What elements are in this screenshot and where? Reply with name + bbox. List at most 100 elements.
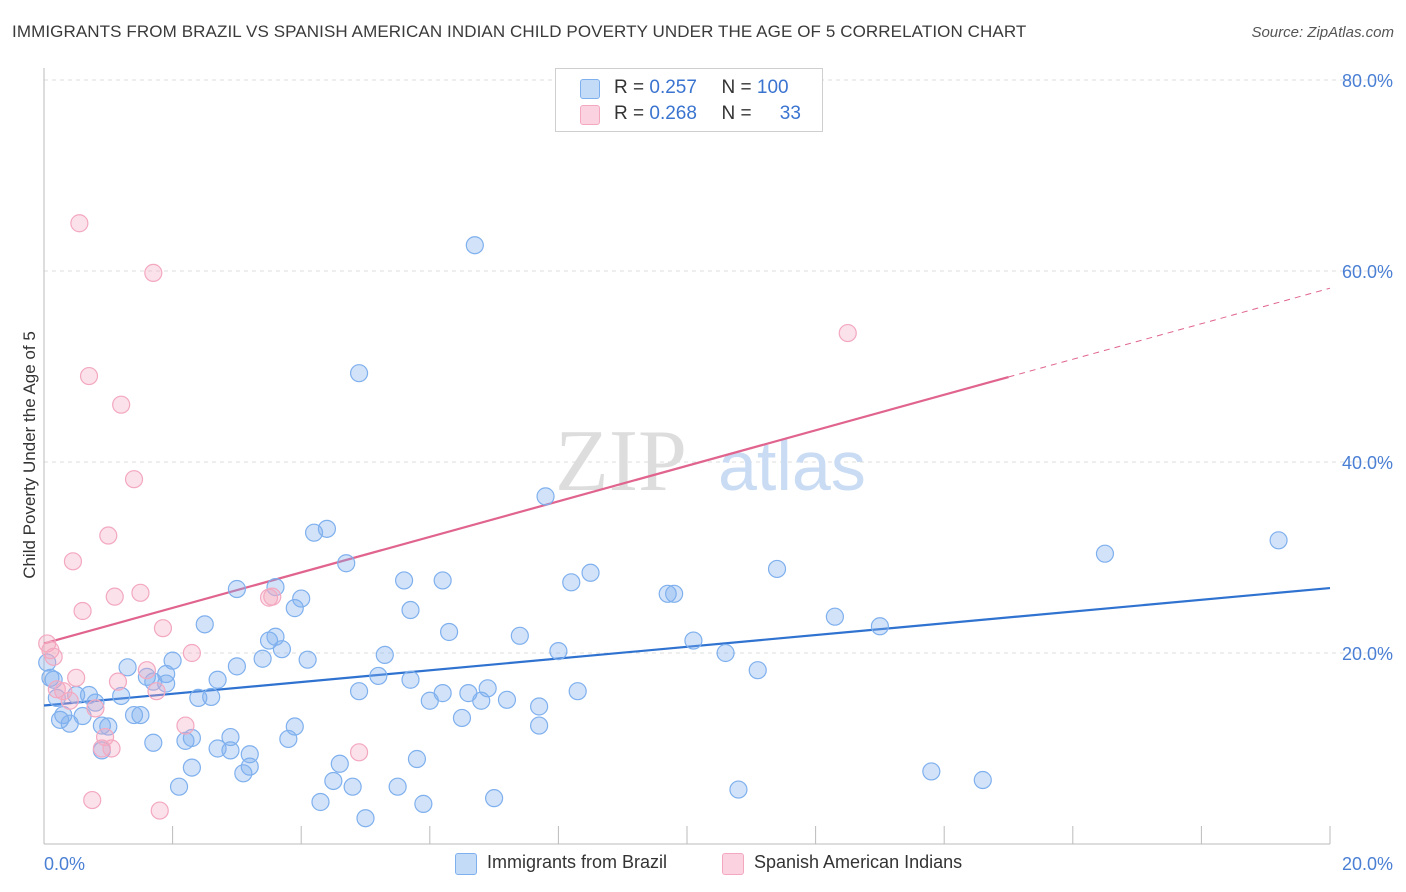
point-spanish-american-indians: [131, 583, 150, 602]
point-brazil: [330, 754, 349, 773]
point-brazil: [549, 641, 568, 661]
point-brazil: [221, 727, 240, 747]
data-points: [38, 214, 1288, 828]
point-brazil: [452, 708, 472, 728]
point-spanish-american-indians: [44, 647, 63, 666]
point-brazil: [433, 684, 452, 703]
point-brazil: [311, 792, 330, 812]
point-brazil: [684, 631, 703, 650]
point-spanish-american-indians: [105, 587, 124, 606]
point-spanish-american-indians: [73, 601, 92, 621]
point-spanish-american-indians: [63, 552, 83, 571]
point-brazil: [568, 682, 587, 701]
point-brazil: [536, 487, 555, 506]
point-brazil: [195, 615, 214, 634]
stats-n-label: N =: [721, 103, 752, 124]
y-tick-label: 40.0%: [1342, 453, 1393, 473]
point-brazil: [870, 617, 890, 636]
point-brazil: [99, 717, 118, 736]
point-spanish-american-indians: [137, 661, 156, 680]
point-spanish-american-indians: [79, 366, 99, 386]
point-brazil: [343, 777, 362, 796]
point-brazil: [716, 643, 735, 663]
point-brazil: [401, 670, 420, 689]
point-brazil: [202, 687, 221, 707]
trend-line-extension-1: [1008, 287, 1331, 378]
point-brazil: [144, 733, 163, 752]
point-brazil: [439, 622, 459, 642]
point-brazil: [298, 650, 317, 669]
point-brazil: [169, 777, 189, 796]
point-brazil: [234, 764, 253, 783]
point-brazil: [92, 716, 111, 735]
stats-r-label: R =: [614, 103, 645, 124]
point-brazil: [272, 640, 292, 659]
point-spanish-american-indians: [54, 682, 73, 701]
point-brazil: [221, 741, 240, 760]
point-brazil: [189, 688, 208, 707]
point-brazil: [292, 589, 311, 608]
point-brazil: [50, 710, 70, 729]
point-spanish-american-indians: [838, 323, 857, 343]
point-brazil: [767, 559, 787, 579]
point-brazil: [485, 789, 504, 808]
point-brazil: [317, 519, 337, 538]
point-brazil: [266, 578, 285, 597]
legend-swatch-spanish-american-indians: [722, 853, 744, 875]
point-spanish-american-indians: [182, 643, 201, 663]
point-brazil: [465, 236, 484, 255]
point-brazil: [157, 674, 176, 693]
point-brazil: [285, 599, 304, 618]
point-brazil: [433, 571, 452, 590]
point-spanish-american-indians: [47, 680, 66, 699]
gridlines: [44, 79, 1392, 654]
point-brazil: [369, 666, 388, 686]
point-brazil: [182, 758, 201, 777]
point-brazil: [748, 661, 767, 680]
stats-n-value: 33: [779, 103, 801, 124]
point-brazil: [118, 658, 137, 677]
source-label: Source: ZipAtlas.com: [1251, 24, 1394, 41]
point-spanish-american-indians: [60, 691, 79, 710]
point-brazil: [530, 697, 549, 716]
point-brazil: [375, 645, 394, 665]
point-spanish-american-indians: [108, 672, 128, 691]
point-spanish-american-indians: [83, 790, 102, 810]
point-brazil: [131, 705, 150, 725]
point-brazil: [112, 686, 131, 706]
point-brazil: [922, 762, 941, 781]
stats-swatch-brazil: [580, 79, 600, 99]
point-brazil: [240, 757, 259, 776]
y-axis-label: Child Poverty Under the Age of 5: [20, 331, 39, 579]
point-spanish-american-indians: [124, 470, 144, 489]
stats-r-value: 0.268: [649, 103, 697, 124]
point-brazil: [658, 584, 677, 603]
watermark-atlas: atlas: [718, 427, 866, 505]
point-spanish-american-indians: [92, 739, 111, 758]
legend-label-brazil: Immigrants from Brazil: [487, 852, 668, 872]
point-brazil: [973, 770, 992, 790]
point-brazil: [401, 600, 420, 620]
point-spanish-american-indians: [144, 263, 163, 283]
stats-swatch-spanish-american-indians: [580, 105, 600, 125]
point-spanish-american-indians: [99, 526, 118, 545]
point-spanish-american-indians: [150, 801, 169, 820]
point-brazil: [356, 809, 375, 828]
watermark-zip: ZIP: [555, 413, 687, 510]
y-tick-label: 20.0%: [1342, 644, 1393, 664]
point-brazil: [208, 670, 227, 689]
point-brazil: [562, 573, 581, 592]
point-brazil: [388, 777, 407, 796]
point-brazil: [163, 651, 182, 670]
point-spanish-american-indians: [153, 619, 173, 638]
point-spanish-american-indians: [95, 727, 115, 747]
point-brazil: [337, 554, 356, 573]
legend-swatch-brazil: [455, 853, 477, 875]
point-spanish-american-indians: [147, 682, 166, 701]
point-brazil: [285, 717, 304, 736]
point-spanish-american-indians: [349, 743, 369, 762]
point-brazil: [227, 579, 246, 599]
stats-r-value: 0.257: [649, 77, 697, 98]
point-spanish-american-indians: [67, 668, 86, 687]
point-brazil: [665, 584, 684, 603]
